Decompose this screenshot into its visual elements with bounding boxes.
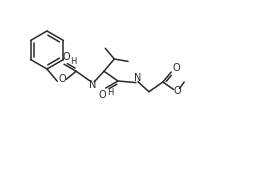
Text: O: O bbox=[99, 90, 107, 100]
Text: N: N bbox=[89, 80, 97, 90]
Text: O: O bbox=[172, 63, 180, 73]
Text: O: O bbox=[174, 87, 181, 96]
Text: O: O bbox=[59, 74, 66, 84]
Text: O: O bbox=[62, 52, 70, 62]
Text: H: H bbox=[70, 57, 76, 66]
Text: H: H bbox=[108, 88, 114, 96]
Text: N: N bbox=[134, 73, 141, 83]
